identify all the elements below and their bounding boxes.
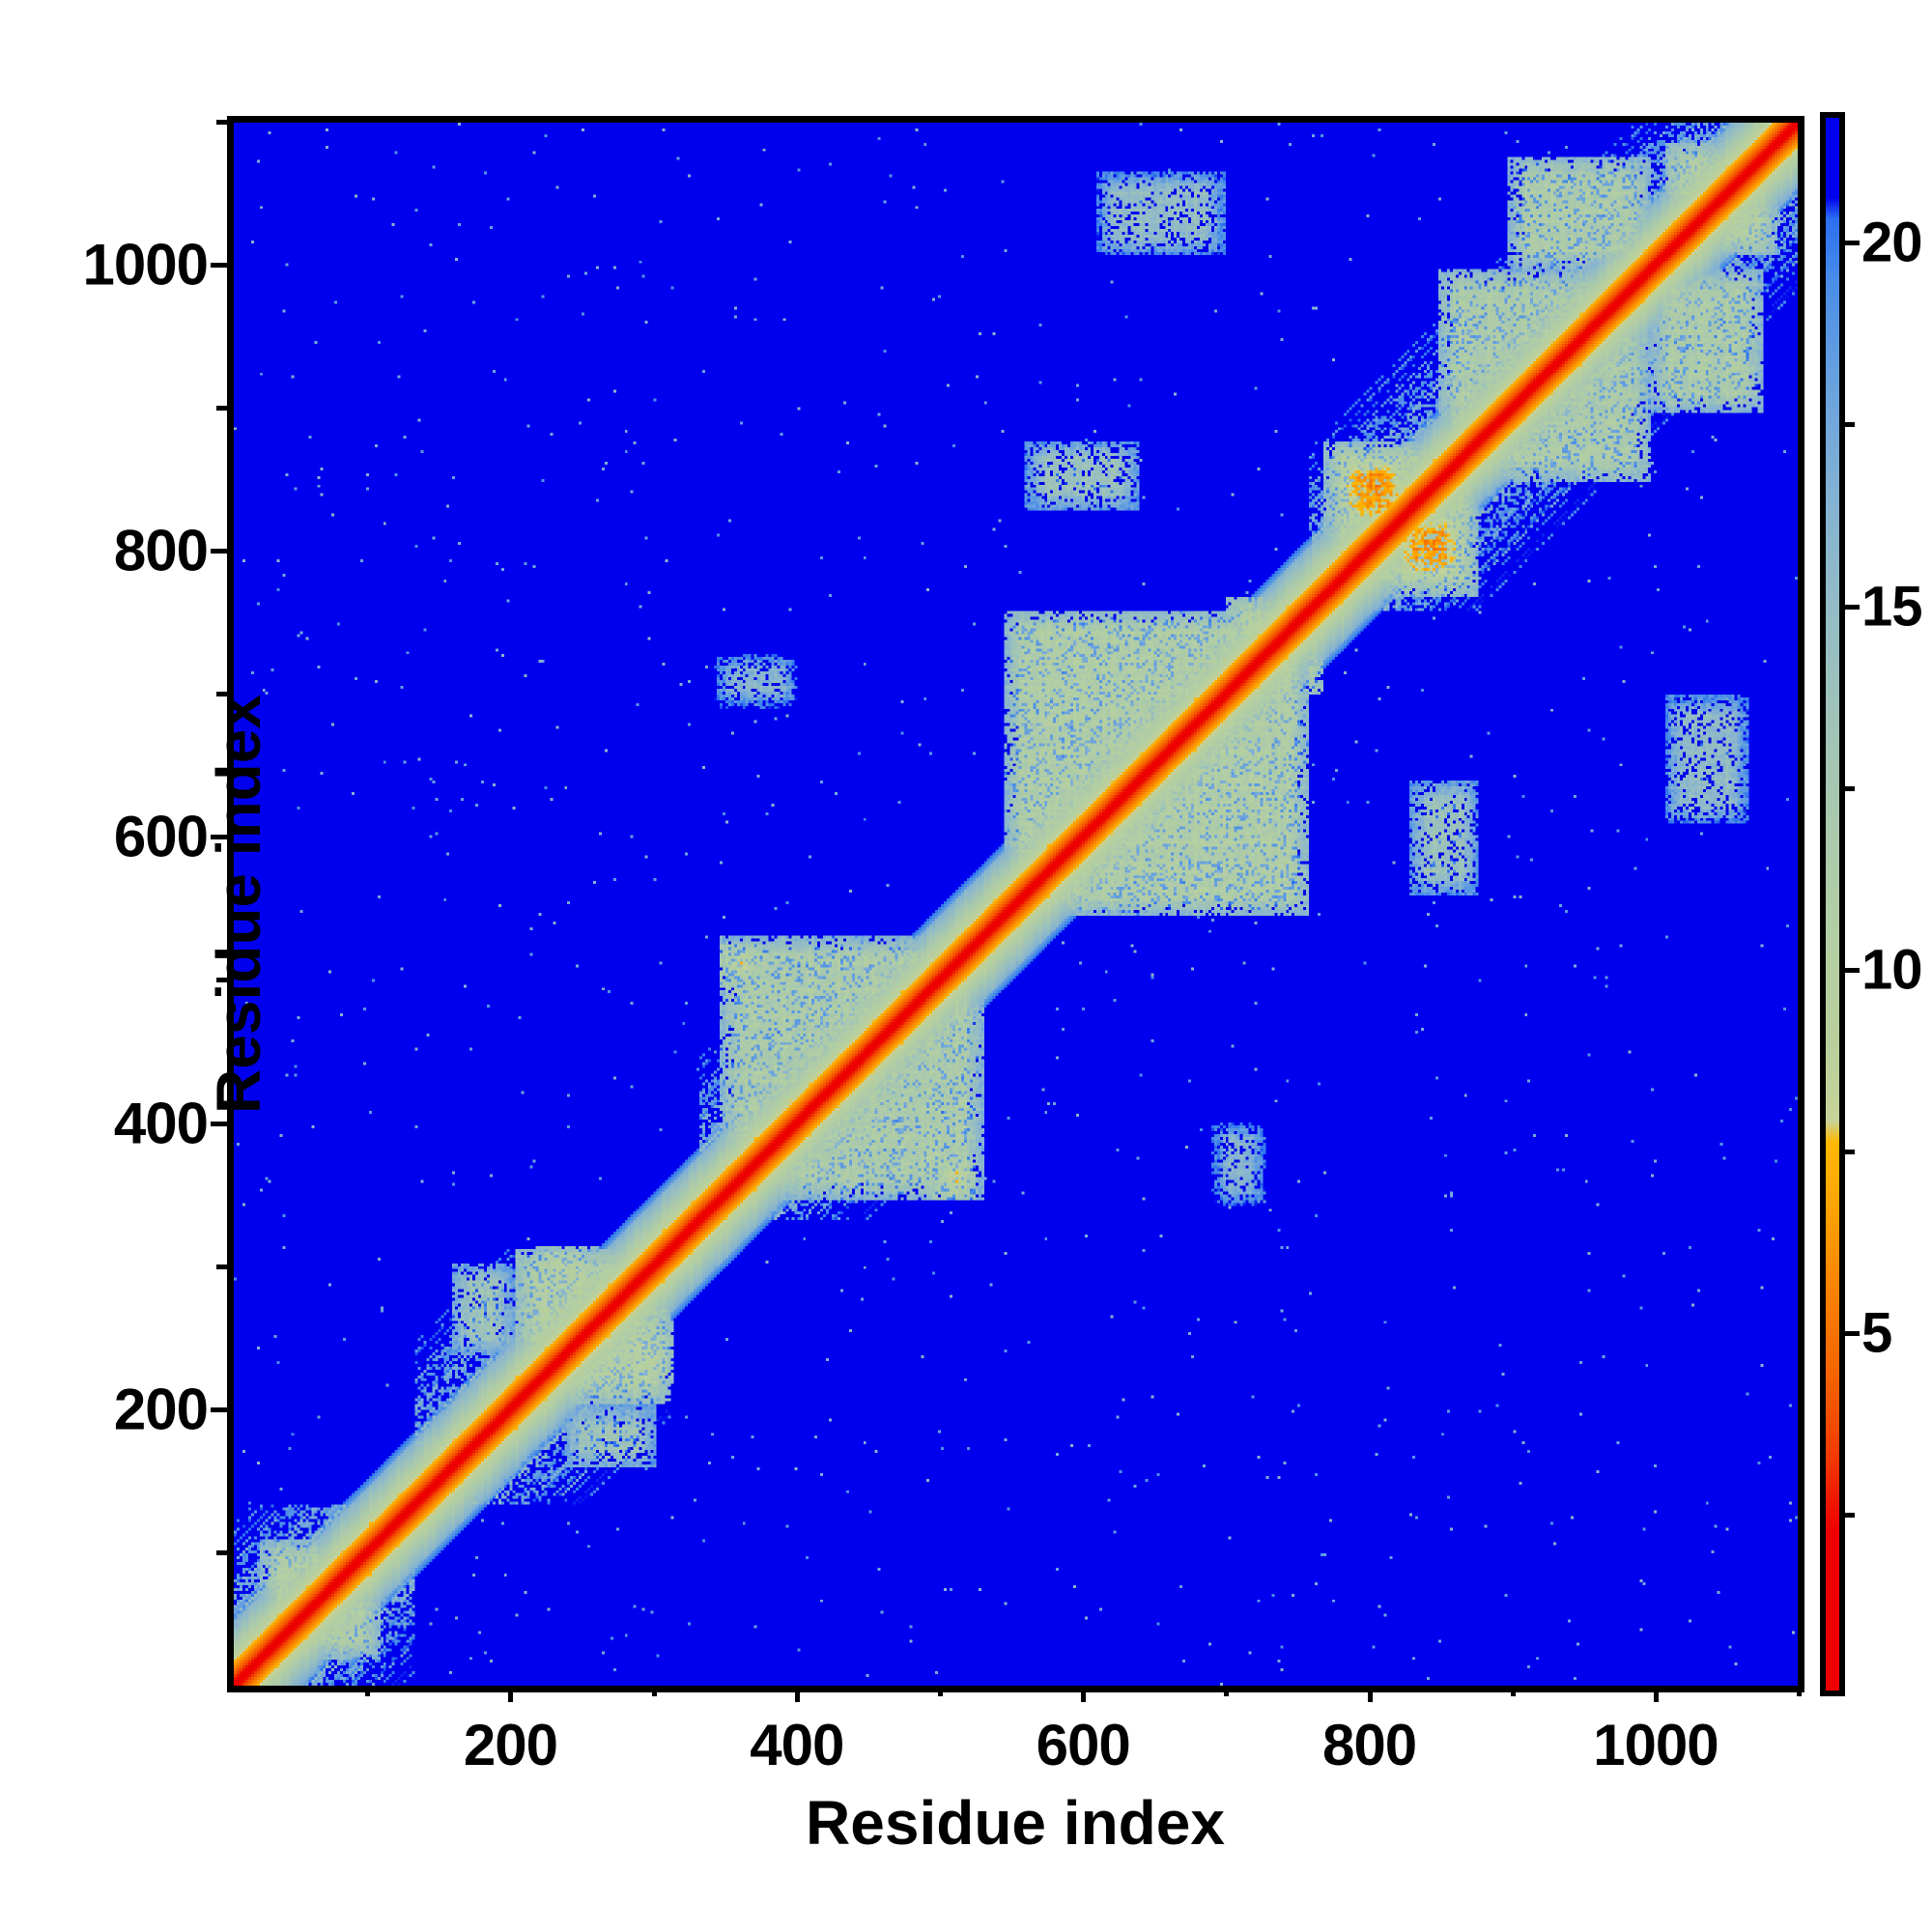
heatmap-plot-area	[227, 116, 1804, 1692]
colorbar-tick-label: 10	[1861, 938, 1923, 1002]
x-axis-tick	[1653, 1686, 1659, 1702]
colorbar-tick	[1845, 967, 1860, 973]
colorbar-minor-tick	[1845, 1512, 1855, 1518]
y-axis-tick	[211, 1121, 227, 1126]
x-axis-tick	[1367, 1686, 1373, 1702]
x-axis-minor-tick	[1797, 1686, 1803, 1696]
distance-map-canvas	[234, 123, 1798, 1686]
y-axis-tick	[211, 835, 227, 840]
x-axis-tick-label: 800	[1321, 1713, 1417, 1777]
x-axis-tick	[508, 1686, 514, 1702]
x-axis-tick	[794, 1686, 800, 1702]
x-axis-tick-label: 600	[1036, 1713, 1131, 1777]
y-axis-minor-tick	[216, 692, 227, 697]
colorbar-tick-label: 15	[1861, 575, 1923, 639]
x-axis-minor-tick	[651, 1686, 657, 1696]
colorbar-tick	[1845, 1330, 1860, 1336]
y-axis-minor-tick	[216, 978, 227, 983]
y-axis-tick	[211, 549, 227, 554]
x-axis-tick	[1081, 1686, 1087, 1702]
y-axis-tick-label: 800	[113, 518, 209, 583]
y-axis-tick-label: 400	[113, 1091, 209, 1156]
x-axis-minor-tick	[365, 1686, 371, 1696]
colorbar-tick-label: 5	[1861, 1301, 1892, 1365]
y-axis-tick-label: 600	[113, 804, 209, 869]
y-axis-minor-tick	[216, 1549, 227, 1555]
colorbar-tick-label: 20	[1861, 211, 1923, 274]
y-axis-title: Residue index	[203, 695, 273, 1114]
colorbar	[1820, 112, 1845, 1696]
x-axis-minor-tick	[937, 1686, 943, 1696]
colorbar-minor-tick	[1845, 1149, 1855, 1154]
x-axis-tick-label: 400	[750, 1713, 844, 1777]
x-axis-tick-label: 1000	[1593, 1713, 1719, 1777]
x-axis-minor-tick	[1224, 1686, 1230, 1696]
x-axis-title: Residue index	[806, 1788, 1225, 1858]
y-axis-minor-tick	[216, 1264, 227, 1269]
y-axis-tick-label: 1000	[82, 232, 209, 298]
colorbar-tick	[1845, 604, 1860, 610]
y-axis-minor-tick	[216, 119, 227, 125]
colorbar-minor-tick	[1845, 785, 1855, 791]
colorbar-gradient	[1826, 118, 1839, 1690]
colorbar-minor-tick	[1845, 422, 1855, 428]
colorbar-tick	[1845, 241, 1860, 246]
y-axis-tick	[211, 1406, 227, 1412]
x-axis-minor-tick	[1510, 1686, 1516, 1696]
y-axis-minor-tick	[216, 406, 227, 412]
x-axis-tick-label: 200	[463, 1713, 558, 1777]
y-axis-tick	[211, 263, 227, 269]
y-axis-tick-label: 200	[113, 1377, 209, 1442]
